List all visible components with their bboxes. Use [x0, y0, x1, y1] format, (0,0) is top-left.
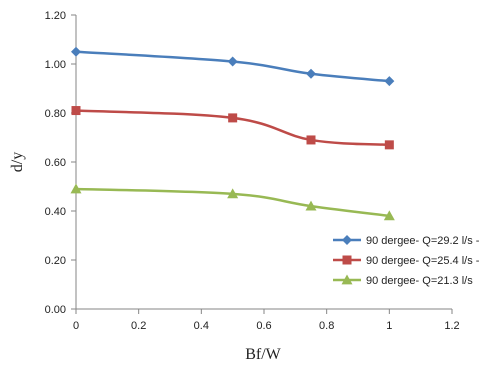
- legend-item: 90 dergee- Q=21.3 l/s: [333, 274, 473, 287]
- x-axis-title: Bf/W: [245, 346, 281, 363]
- data-point: [70, 183, 82, 194]
- data-point: [228, 113, 238, 123]
- series-3: [70, 183, 395, 221]
- data-point: [71, 106, 81, 116]
- data-point: [306, 135, 316, 145]
- y-tick-label: 0.80: [45, 108, 66, 120]
- y-tick-labels: 0.00 0.20 0.40 0.60 0.80 1.00 1.20: [45, 10, 76, 316]
- x-axis: 0 0.2 0.4 0.6 0.8 1 1.2: [73, 308, 460, 332]
- data-point: [227, 56, 238, 67]
- y-axis-title: d/y: [9, 152, 26, 172]
- y-tick-label: 0.00: [45, 304, 66, 316]
- x-tick-label: 0.2: [131, 320, 146, 332]
- legend-label: 90 dergee- Q=21.3 l/s: [366, 275, 473, 287]
- series-2: [71, 106, 394, 150]
- x-tick-label: 0: [73, 320, 79, 332]
- y-tick-label: 1.00: [45, 59, 66, 71]
- data-point: [305, 200, 317, 211]
- series-line: [75, 50, 390, 83]
- legend-label: 90 dergee- Q=29.2 l/s -: [366, 235, 480, 247]
- series-1: [71, 46, 395, 87]
- series-line: [75, 187, 390, 218]
- x-tick-labels: 0 0.2 0.4 0.6 0.8 1 1.2: [73, 309, 460, 332]
- legend: 90 dergee- Q=29.2 l/s - 90 dergee- Q=25.4…: [333, 235, 480, 287]
- data-point: [383, 210, 395, 221]
- legend-item: 90 dergee- Q=25.4 l/s -: [333, 255, 480, 267]
- y-tick-label: 1.20: [45, 10, 66, 22]
- data-point: [306, 68, 316, 79]
- legend-item: 90 dergee- Q=29.2 l/s -: [333, 235, 480, 247]
- data-point: [384, 140, 394, 150]
- x-tick-label: 0.6: [256, 320, 271, 332]
- y-tick-label: 0.60: [45, 157, 66, 169]
- y-axis: 0.00 0.20 0.40 0.60 0.80 1.00 1.20: [45, 10, 77, 316]
- x-tick-label: 1: [386, 320, 392, 332]
- data-point: [384, 76, 395, 87]
- x-tick-label: 0.8: [319, 320, 334, 332]
- data-point: [227, 188, 239, 199]
- legend-swatch-marker: [342, 235, 352, 245]
- series-layer: [70, 46, 395, 221]
- x-tick-label: 1.2: [444, 320, 459, 332]
- legend-swatch-marker: [341, 274, 353, 285]
- y-tick-label: 0.40: [45, 206, 66, 218]
- data-point: [71, 46, 81, 57]
- series-line: [75, 109, 390, 147]
- x-tick-label: 0.4: [194, 320, 209, 332]
- legend-swatch-marker: [342, 255, 352, 265]
- y-tick-label: 0.20: [45, 255, 66, 267]
- legend-label: 90 dergee- Q=25.4 l/s -: [366, 255, 480, 267]
